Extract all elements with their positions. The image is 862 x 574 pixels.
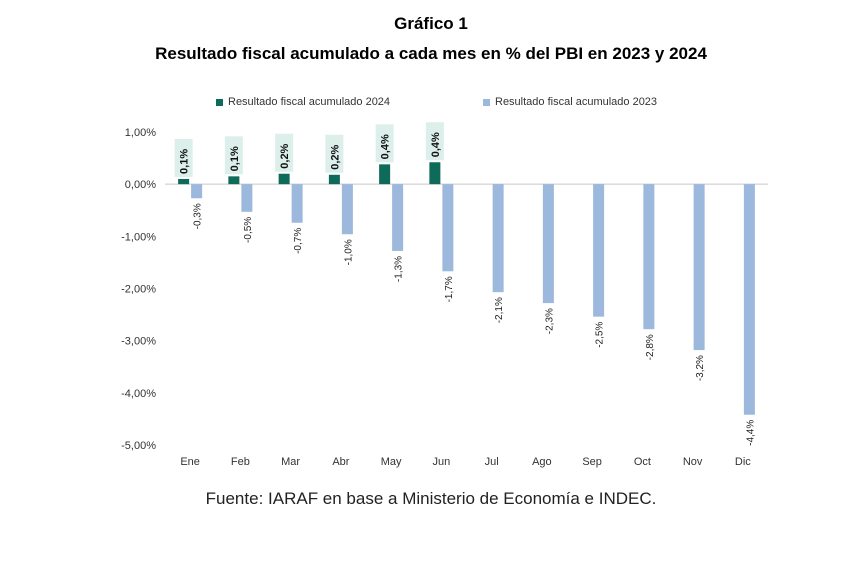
data-label-2023: -0,7% xyxy=(293,228,304,254)
data-label-2023: -2,8% xyxy=(645,334,656,360)
x-tick-label: Mar xyxy=(281,456,300,468)
bar-2023 xyxy=(291,184,303,223)
data-label-bg-2024 xyxy=(275,133,294,172)
data-label-2023: -2,5% xyxy=(595,322,606,348)
x-tick-label: Jun xyxy=(433,456,451,468)
data-label-2024: 0,1% xyxy=(179,149,191,174)
y-tick-label: -4,00% xyxy=(121,388,156,400)
bar-2024 xyxy=(328,174,340,185)
legend: Resultado fiscal acumulado 2024 Resultad… xyxy=(0,96,862,112)
y-tick-label: -3,00% xyxy=(121,336,156,348)
data-label-2023: -0,5% xyxy=(243,217,254,243)
data-label-2023: -1,7% xyxy=(444,276,455,302)
data-label-2023: -0,3% xyxy=(193,203,204,229)
legend-swatch-2024 xyxy=(216,98,223,106)
legend-label-2024: Resultado fiscal acumulado 2024 xyxy=(228,96,391,108)
x-tick-label: Feb xyxy=(231,456,250,468)
data-label-bg-2024 xyxy=(375,124,394,163)
legend-label-2023: Resultado fiscal acumulado 2023 xyxy=(495,96,658,108)
x-tick-label: Dic xyxy=(735,456,751,468)
x-tick-label: Nov xyxy=(683,456,703,468)
bar-2023 xyxy=(492,184,504,293)
data-label-2023: -4,4% xyxy=(745,420,756,446)
data-label-bg-2024 xyxy=(425,122,444,161)
x-tick-label: Jul xyxy=(485,456,499,468)
data-label-2024: 0,2% xyxy=(329,144,341,169)
x-tick-label: Sep xyxy=(582,456,602,468)
data-label-2023: -2,1% xyxy=(494,297,505,323)
bar-2024 xyxy=(429,162,441,185)
bar-2023 xyxy=(643,184,655,330)
data-label-2024: 0,2% xyxy=(279,143,291,168)
data-label-2023: -1,0% xyxy=(343,239,354,265)
data-label-2023: -1,3% xyxy=(394,256,405,282)
bar-2024 xyxy=(278,173,290,185)
data-label-2024: 0,1% xyxy=(229,146,241,171)
y-tick-label: 1,00% xyxy=(125,127,156,139)
y-tick-label: -5,00% xyxy=(121,440,156,452)
data-label-2024: 0,4% xyxy=(430,132,442,157)
legend-swatch-2023 xyxy=(483,98,490,106)
chart-title: Resultado fiscal acumulado a cada mes en… xyxy=(155,44,707,63)
bar-2024 xyxy=(228,176,240,185)
bar-2023 xyxy=(442,184,454,272)
bar-2024 xyxy=(379,164,391,185)
bar-2023 xyxy=(392,184,404,251)
legend-item-2023: Resultado fiscal acumulado 2023 xyxy=(483,96,657,108)
data-label-bg-2024 xyxy=(325,134,344,173)
x-tick-label: May xyxy=(381,456,402,468)
bar-2023 xyxy=(241,184,253,212)
source-note: Fuente: IARAF en base a Ministerio de Ec… xyxy=(205,489,657,508)
bar-2024 xyxy=(178,178,190,185)
bar-2023 xyxy=(593,184,605,317)
x-tick-label: Ago xyxy=(532,456,552,468)
x-tick-label: Abr xyxy=(332,456,349,468)
chart-title-number: Gráfico 1 xyxy=(394,14,468,33)
data-label-bg-2024 xyxy=(174,138,193,177)
bar-2023 xyxy=(341,184,353,235)
y-tick-label: -1,00% xyxy=(121,231,156,243)
data-label-2024: 0,4% xyxy=(380,134,392,159)
legend-item-2024: Resultado fiscal acumulado 2024 xyxy=(216,96,390,108)
x-tick-label: Oct xyxy=(634,456,651,468)
y-tick-label: 0,00% xyxy=(125,179,156,191)
data-label-bg-2024 xyxy=(224,136,243,175)
bar-2023 xyxy=(743,184,755,415)
bar-2023 xyxy=(693,184,705,351)
bar-2023 xyxy=(191,184,203,199)
y-tick-label: -2,00% xyxy=(121,284,156,296)
x-tick-label: Ene xyxy=(180,456,200,468)
bar-2023 xyxy=(542,184,554,304)
data-label-2023: -2,3% xyxy=(544,308,555,334)
data-label-2023: -3,2% xyxy=(695,355,706,381)
